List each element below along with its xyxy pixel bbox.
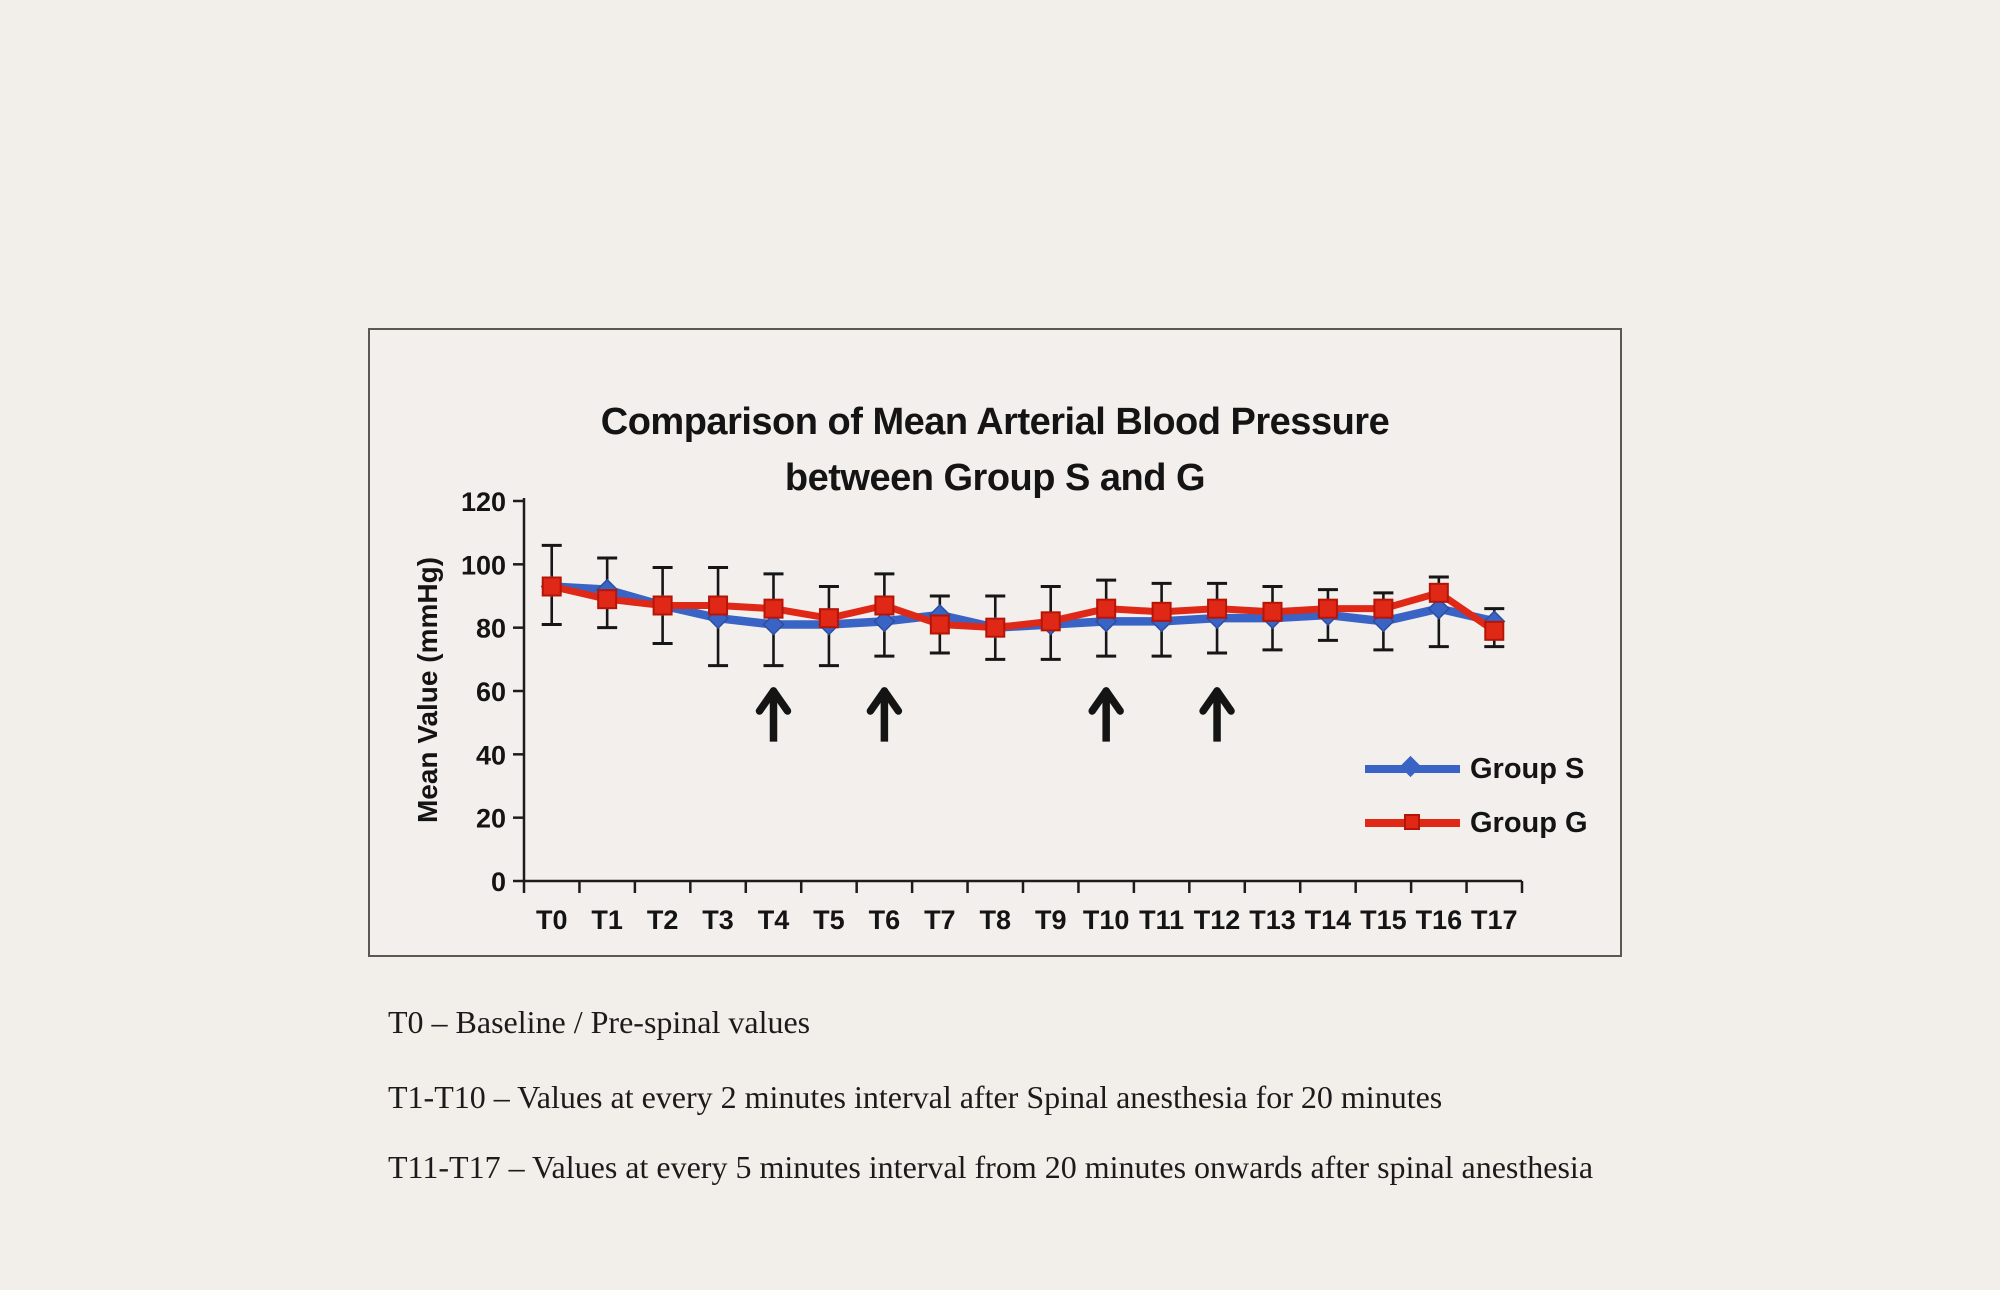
data-point-diamond — [762, 613, 785, 636]
data-point-square — [1484, 620, 1505, 641]
svg-text:T3: T3 — [702, 905, 734, 935]
diamond-marker-icon — [1399, 755, 1422, 778]
svg-text:T8: T8 — [980, 905, 1012, 935]
chart-title-line2: between Group S and G — [784, 457, 1206, 499]
svg-text:T17: T17 — [1471, 905, 1518, 935]
svg-text:T5: T5 — [813, 905, 845, 935]
footnote-t1-t10: T1-T10 – Values at every 2 minutes inter… — [388, 1079, 1443, 1115]
chart-title: Comparison of Mean Arterial Blood Pressu… — [370, 394, 1620, 506]
series-group-g — [541, 576, 1505, 641]
svg-text:T16: T16 — [1416, 905, 1463, 935]
data-point-square — [1428, 582, 1449, 603]
data-point-square — [541, 576, 562, 597]
svg-text:T9: T9 — [1035, 905, 1067, 935]
data-point-square — [1317, 598, 1338, 619]
group-g-line-swatch — [1365, 814, 1460, 830]
legend-label-group-g: Group G — [1470, 806, 1588, 839]
svg-text:T13: T13 — [1249, 905, 1296, 935]
data-point-square — [1262, 601, 1283, 622]
svg-text:80: 80 — [476, 614, 506, 644]
legend-row-group-s: Group S — [1365, 742, 1615, 796]
svg-text:T7: T7 — [924, 905, 956, 935]
chart-panel: Comparison of Mean Arterial Blood Pressu… — [368, 328, 1622, 957]
svg-text:40: 40 — [476, 740, 506, 770]
svg-text:20: 20 — [476, 804, 506, 834]
svg-text:T0: T0 — [536, 905, 568, 935]
svg-text:T10: T10 — [1083, 905, 1130, 935]
data-point-square — [652, 595, 673, 616]
y-axis-ticks: 0 20 40 60 80 100 120 — [461, 487, 524, 897]
square-marker-icon — [1404, 814, 1420, 830]
data-point-square — [597, 589, 618, 610]
data-point-square — [708, 595, 729, 616]
svg-text:120: 120 — [461, 487, 506, 517]
group-s-line-swatch — [1365, 755, 1460, 778]
data-point-square — [1096, 598, 1117, 619]
svg-text:T1: T1 — [591, 905, 623, 935]
chart-legend: Group S Group G — [1365, 742, 1615, 850]
data-point-square — [985, 617, 1006, 638]
annotation-arrows — [755, 687, 1235, 742]
svg-text:T15: T15 — [1360, 905, 1407, 935]
svg-text:60: 60 — [476, 677, 506, 707]
data-point-square — [763, 598, 784, 619]
svg-text:0: 0 — [491, 867, 506, 897]
error-bars — [541, 543, 1505, 668]
svg-text:T6: T6 — [869, 905, 901, 935]
svg-text:T14: T14 — [1305, 905, 1352, 935]
svg-text:T11: T11 — [1139, 905, 1184, 935]
data-point-square — [1040, 611, 1061, 632]
legend-row-group-g: Group G — [1365, 796, 1615, 850]
footnote-t11-t17: T11-T17 – Values at every 5 minutes inte… — [388, 1149, 1594, 1185]
data-point-square — [1373, 598, 1394, 619]
data-point-square — [1207, 598, 1228, 619]
chart-title-line1: Comparison of Mean Arterial Blood Pressu… — [600, 401, 1390, 443]
data-point-diamond — [1427, 597, 1450, 620]
data-point-square — [1151, 601, 1172, 622]
svg-text:T4: T4 — [758, 905, 790, 935]
data-point-square — [929, 614, 950, 635]
x-axis-ticks: T0 T1 T2 T3 T4 T5 T6 T7 T8 T9 T10 T11 T12 T13 T14 T15 T1… — [522, 881, 1524, 935]
chart-plot: 0 20 40 60 80 100 120 T0 T1 T2 T3 T4 T5 T6 T7 T8 T9 T10 T1… — [461, 487, 1524, 935]
data-point-square — [818, 608, 839, 629]
data-point-square — [874, 595, 895, 616]
svg-text:100: 100 — [461, 550, 506, 580]
svg-text:T12: T12 — [1194, 905, 1241, 935]
svg-text:T2: T2 — [647, 905, 679, 935]
legend-label-group-s: Group S — [1470, 752, 1585, 785]
footnote-t0: T0 – Baseline / Pre-spinal values — [388, 1004, 811, 1040]
data-point-diamond — [873, 610, 896, 633]
